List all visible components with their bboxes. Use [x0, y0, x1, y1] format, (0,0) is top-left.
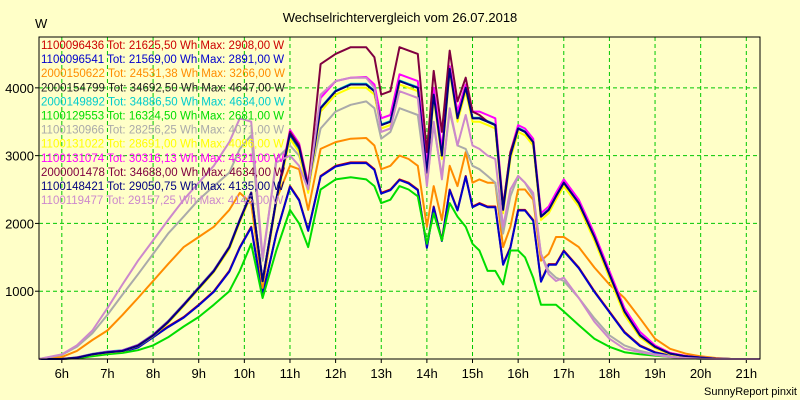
plot-frame [38, 36, 761, 360]
legend-entry: 1100096436 Tot: 21625,50 Wh Max: 2908,00… [41, 40, 284, 52]
legend-entry: 1100131022 Tot: 28691,00 Wh Max: 4096,00… [41, 139, 284, 151]
y-axis-label: W [35, 16, 48, 31]
x-tick-label: 16h [507, 366, 529, 381]
y-tick-label: 2000 [5, 216, 34, 231]
x-tick-label: 6h [55, 366, 69, 381]
series-line-2000150622 [38, 137, 760, 360]
y-tick-label: 3000 [5, 149, 34, 164]
chart-title: Wechselrichtervergleich vom 26.07.2018 [283, 10, 518, 25]
legend-entry: 1100129553 Tot: 16324,50 Wh Max: 2681,00… [41, 111, 284, 123]
x-tick-label: 13h [370, 366, 392, 381]
credit-text: SunnyReport pinxit [704, 386, 797, 398]
y-tick-label: 1000 [5, 284, 34, 299]
x-tick-label: 18h [599, 366, 621, 381]
x-tick-label: 14h [416, 366, 438, 381]
legend-entry: 2000154799 Tot: 34692,50 Wh Max: 4647,00… [41, 82, 285, 94]
y-tick-label: 4000 [5, 81, 34, 96]
y-tick-labels: 1000 2000 3000 4000 [5, 81, 39, 299]
x-tick-label: 12h [325, 366, 347, 381]
legend-entry: 2000150622 Tot: 24531,38 Wh Max: 3266,00… [41, 68, 285, 80]
legend: 1100096436 Tot: 21625,50 Wh Max: 2908,00… [41, 40, 285, 207]
legend-entry: 1100148421 Tot: 29050,75 Wh Max: 4135,00… [41, 181, 284, 193]
series-lines [38, 46, 760, 360]
legend-entry: 1100131074 Tot: 30316,13 Wh Max: 4321,00… [41, 153, 284, 165]
legend-entry: 1100096541 Tot: 21569,00 Wh Max: 2891,00… [41, 54, 284, 66]
series-line-1100129553 [39, 176, 760, 360]
legend-entry: 2000001478 Tot: 34688,00 Wh Max: 4634,00… [41, 167, 285, 179]
series-line-1100119477 [38, 76, 760, 360]
x-tick-label: 20h [690, 366, 712, 381]
x-tick-label: 10h [233, 366, 255, 381]
x-tick-label: 17h [553, 366, 575, 381]
x-tick-label: 8h [146, 366, 160, 381]
x-tick-label: 9h [191, 366, 205, 381]
x-tick-label: 21h [735, 366, 757, 381]
series-line-1100148421 [39, 67, 760, 360]
legend-entry: 1100130966 Tot: 28256,25 Wh Max: 4071,00… [41, 125, 284, 137]
x-tick-label: 19h [644, 366, 666, 381]
x-tick-label: 11h [280, 366, 301, 381]
legend-entry: 1100119477 Tot: 29157,25 Wh Max: 4145,00… [41, 195, 283, 207]
x-tick-label: 15h [462, 366, 484, 381]
x-tick-label: 7h [100, 366, 114, 381]
x-tick-labels: 6h 7h 8h 9h 10h 11h 12h 13h 14h 15h 16h 17h 18h 19h 20… [55, 359, 757, 381]
legend-entry: 2000149892 Tot: 34886,50 Wh Max: 4634,00… [41, 96, 285, 108]
